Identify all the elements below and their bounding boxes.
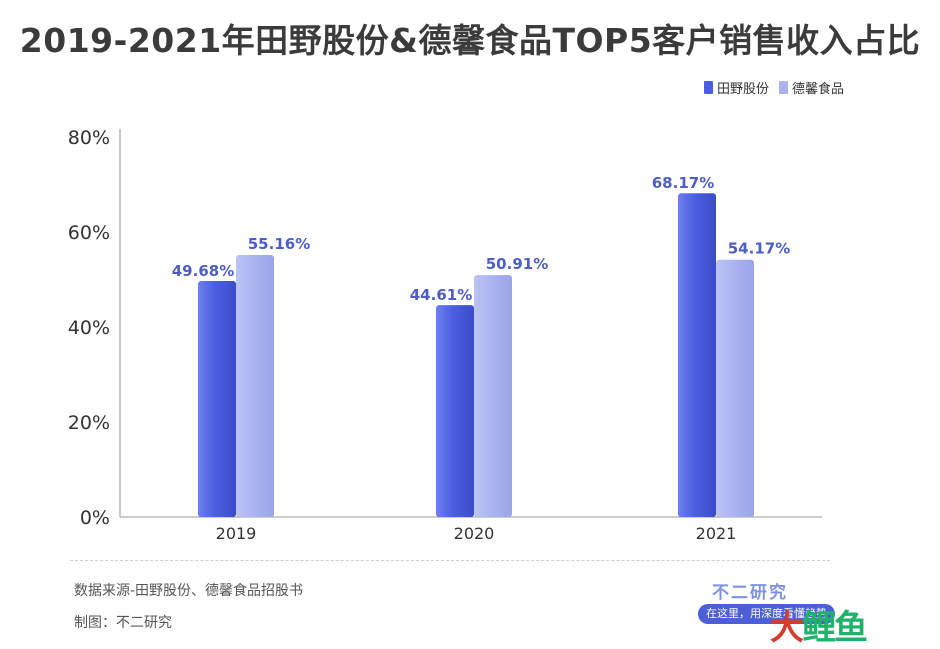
y-tick-label: 20% bbox=[68, 412, 110, 434]
value-label-tianye-2020: 44.61% bbox=[410, 286, 472, 304]
bar-dexin-2019 bbox=[236, 254, 274, 518]
legend-swatch-tianye bbox=[703, 81, 713, 94]
legend-swatch-dexin bbox=[778, 81, 788, 94]
y-tick-label: 60% bbox=[68, 222, 110, 244]
x-tick-label: 2021 bbox=[696, 524, 737, 543]
x-tick-label: 2019 bbox=[216, 524, 257, 543]
value-label-dexin-2021: 54.17% bbox=[728, 240, 790, 258]
data-source-note: 数据来源-田野股份、德馨食品招股书 bbox=[74, 583, 304, 599]
value-label-tianye-2021: 68.17% bbox=[652, 174, 714, 192]
bar-chart: 0% 20% 40% 60% 80% 49.68% 55.16% 2019 44.61% 50.9… bbox=[68, 127, 822, 543]
chart-title: 2019-2021年田野股份&德馨食品TOP5客户销售收入占比 bbox=[19, 21, 921, 60]
legend-item-dexin: 德馨食品 bbox=[778, 78, 844, 97]
bar-dexin-2020 bbox=[474, 275, 512, 517]
bar-tianye-2019 bbox=[198, 281, 236, 517]
y-tick-label: 0% bbox=[80, 507, 110, 529]
corner-mark-part-a: 大 bbox=[770, 608, 804, 648]
y-tick-label: 40% bbox=[68, 317, 110, 339]
brand-slogan: 在这里，用深度看懂趋势 bbox=[698, 604, 835, 624]
bar-tianye-2020 bbox=[436, 305, 474, 517]
legend-label-dexin: 德馨食品 bbox=[791, 82, 844, 97]
value-label-dexin-2020: 50.91% bbox=[486, 255, 548, 273]
chart-maker-note: 制图：不二研究 bbox=[74, 615, 172, 631]
value-label-dexin-2019: 55.16% bbox=[248, 235, 310, 253]
footer-divider bbox=[70, 560, 830, 561]
corner-mark-part-b: 鲤鱼 bbox=[802, 608, 868, 648]
x-tick-label: 2020 bbox=[454, 524, 495, 543]
brand-logo-text: 不二研究 bbox=[712, 583, 788, 603]
legend-item-tianye: 田野股份 bbox=[703, 78, 769, 97]
bar-tianye-2021 bbox=[678, 193, 716, 517]
bar-dexin-2021 bbox=[716, 259, 754, 517]
y-tick-label: 80% bbox=[68, 127, 110, 149]
legend: 田野股份 德馨食品 bbox=[703, 78, 844, 97]
value-label-tianye-2019: 49.68% bbox=[172, 262, 234, 280]
legend-label-tianye: 田野股份 bbox=[716, 82, 769, 97]
corner-watermark-logo: 大鲤鱼 bbox=[770, 600, 868, 649]
